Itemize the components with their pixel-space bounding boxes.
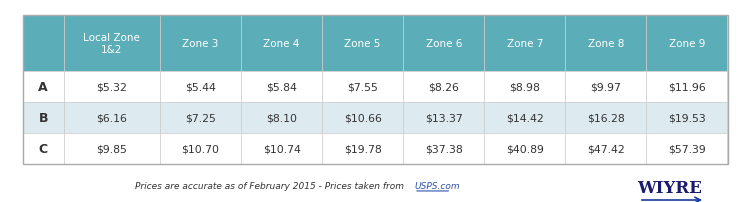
Bar: [22, 103, 64, 133]
Text: Zone 6: Zone 6: [425, 39, 462, 49]
Text: $8.98: $8.98: [509, 82, 540, 92]
Text: $47.42: $47.42: [587, 144, 625, 154]
Text: $37.38: $37.38: [424, 144, 463, 154]
Text: B: B: [38, 112, 48, 124]
Text: $9.97: $9.97: [590, 82, 621, 92]
Bar: [646, 72, 728, 103]
Bar: [322, 103, 404, 133]
Bar: [241, 72, 322, 103]
Bar: [241, 133, 322, 164]
Text: $16.28: $16.28: [587, 113, 625, 123]
Text: Zone 8: Zone 8: [588, 39, 624, 49]
Text: A: A: [38, 81, 48, 94]
Bar: [22, 16, 728, 164]
Bar: [160, 72, 241, 103]
Bar: [566, 103, 646, 133]
Text: Zone 9: Zone 9: [669, 39, 705, 49]
Bar: [646, 133, 728, 164]
Text: Zone 7: Zone 7: [507, 39, 543, 49]
Text: $6.16: $6.16: [97, 113, 128, 123]
Bar: [241, 103, 322, 133]
Bar: [322, 72, 404, 103]
Bar: [64, 103, 160, 133]
Bar: [322, 16, 404, 72]
Bar: [160, 16, 241, 72]
Bar: [484, 16, 566, 72]
Text: $8.10: $8.10: [266, 113, 297, 123]
Bar: [404, 103, 484, 133]
Text: $19.78: $19.78: [344, 144, 382, 154]
Bar: [241, 16, 322, 72]
Bar: [566, 133, 646, 164]
Text: $8.26: $8.26: [428, 82, 459, 92]
Text: $5.44: $5.44: [185, 82, 216, 92]
Text: Prices are accurate as of February 2015 - Prices taken from: Prices are accurate as of February 2015 …: [135, 182, 407, 190]
Bar: [64, 16, 160, 72]
Bar: [404, 133, 484, 164]
Bar: [404, 16, 484, 72]
Text: Local Zone
1&2: Local Zone 1&2: [83, 33, 140, 55]
Bar: [566, 72, 646, 103]
Bar: [160, 133, 241, 164]
Bar: [160, 103, 241, 133]
Text: Zone 4: Zone 4: [263, 39, 300, 49]
Bar: [484, 103, 566, 133]
Text: $7.25: $7.25: [185, 113, 216, 123]
Text: Zone 3: Zone 3: [182, 39, 219, 49]
Text: $7.55: $7.55: [347, 82, 378, 92]
Text: $10.74: $10.74: [262, 144, 301, 154]
Text: $11.96: $11.96: [668, 82, 706, 92]
Text: $10.66: $10.66: [344, 113, 382, 123]
Text: $57.39: $57.39: [668, 144, 706, 154]
Bar: [64, 72, 160, 103]
Text: Zone 5: Zone 5: [344, 39, 381, 49]
Text: C: C: [38, 142, 48, 155]
Text: WIYRE: WIYRE: [638, 180, 702, 197]
Bar: [64, 133, 160, 164]
Bar: [646, 103, 728, 133]
Bar: [322, 133, 404, 164]
Text: $19.53: $19.53: [668, 113, 706, 123]
Bar: [22, 72, 64, 103]
Bar: [566, 16, 646, 72]
Bar: [404, 72, 484, 103]
Text: $40.89: $40.89: [506, 144, 544, 154]
Bar: [22, 16, 64, 72]
Bar: [484, 72, 566, 103]
Text: $14.42: $14.42: [506, 113, 544, 123]
Bar: [646, 16, 728, 72]
Bar: [22, 133, 64, 164]
Text: $9.85: $9.85: [97, 144, 128, 154]
Text: $13.37: $13.37: [424, 113, 463, 123]
Text: $10.70: $10.70: [182, 144, 220, 154]
Bar: [484, 133, 566, 164]
Text: $5.32: $5.32: [97, 82, 128, 92]
Text: USPS.com: USPS.com: [414, 182, 460, 190]
Text: $5.84: $5.84: [266, 82, 297, 92]
